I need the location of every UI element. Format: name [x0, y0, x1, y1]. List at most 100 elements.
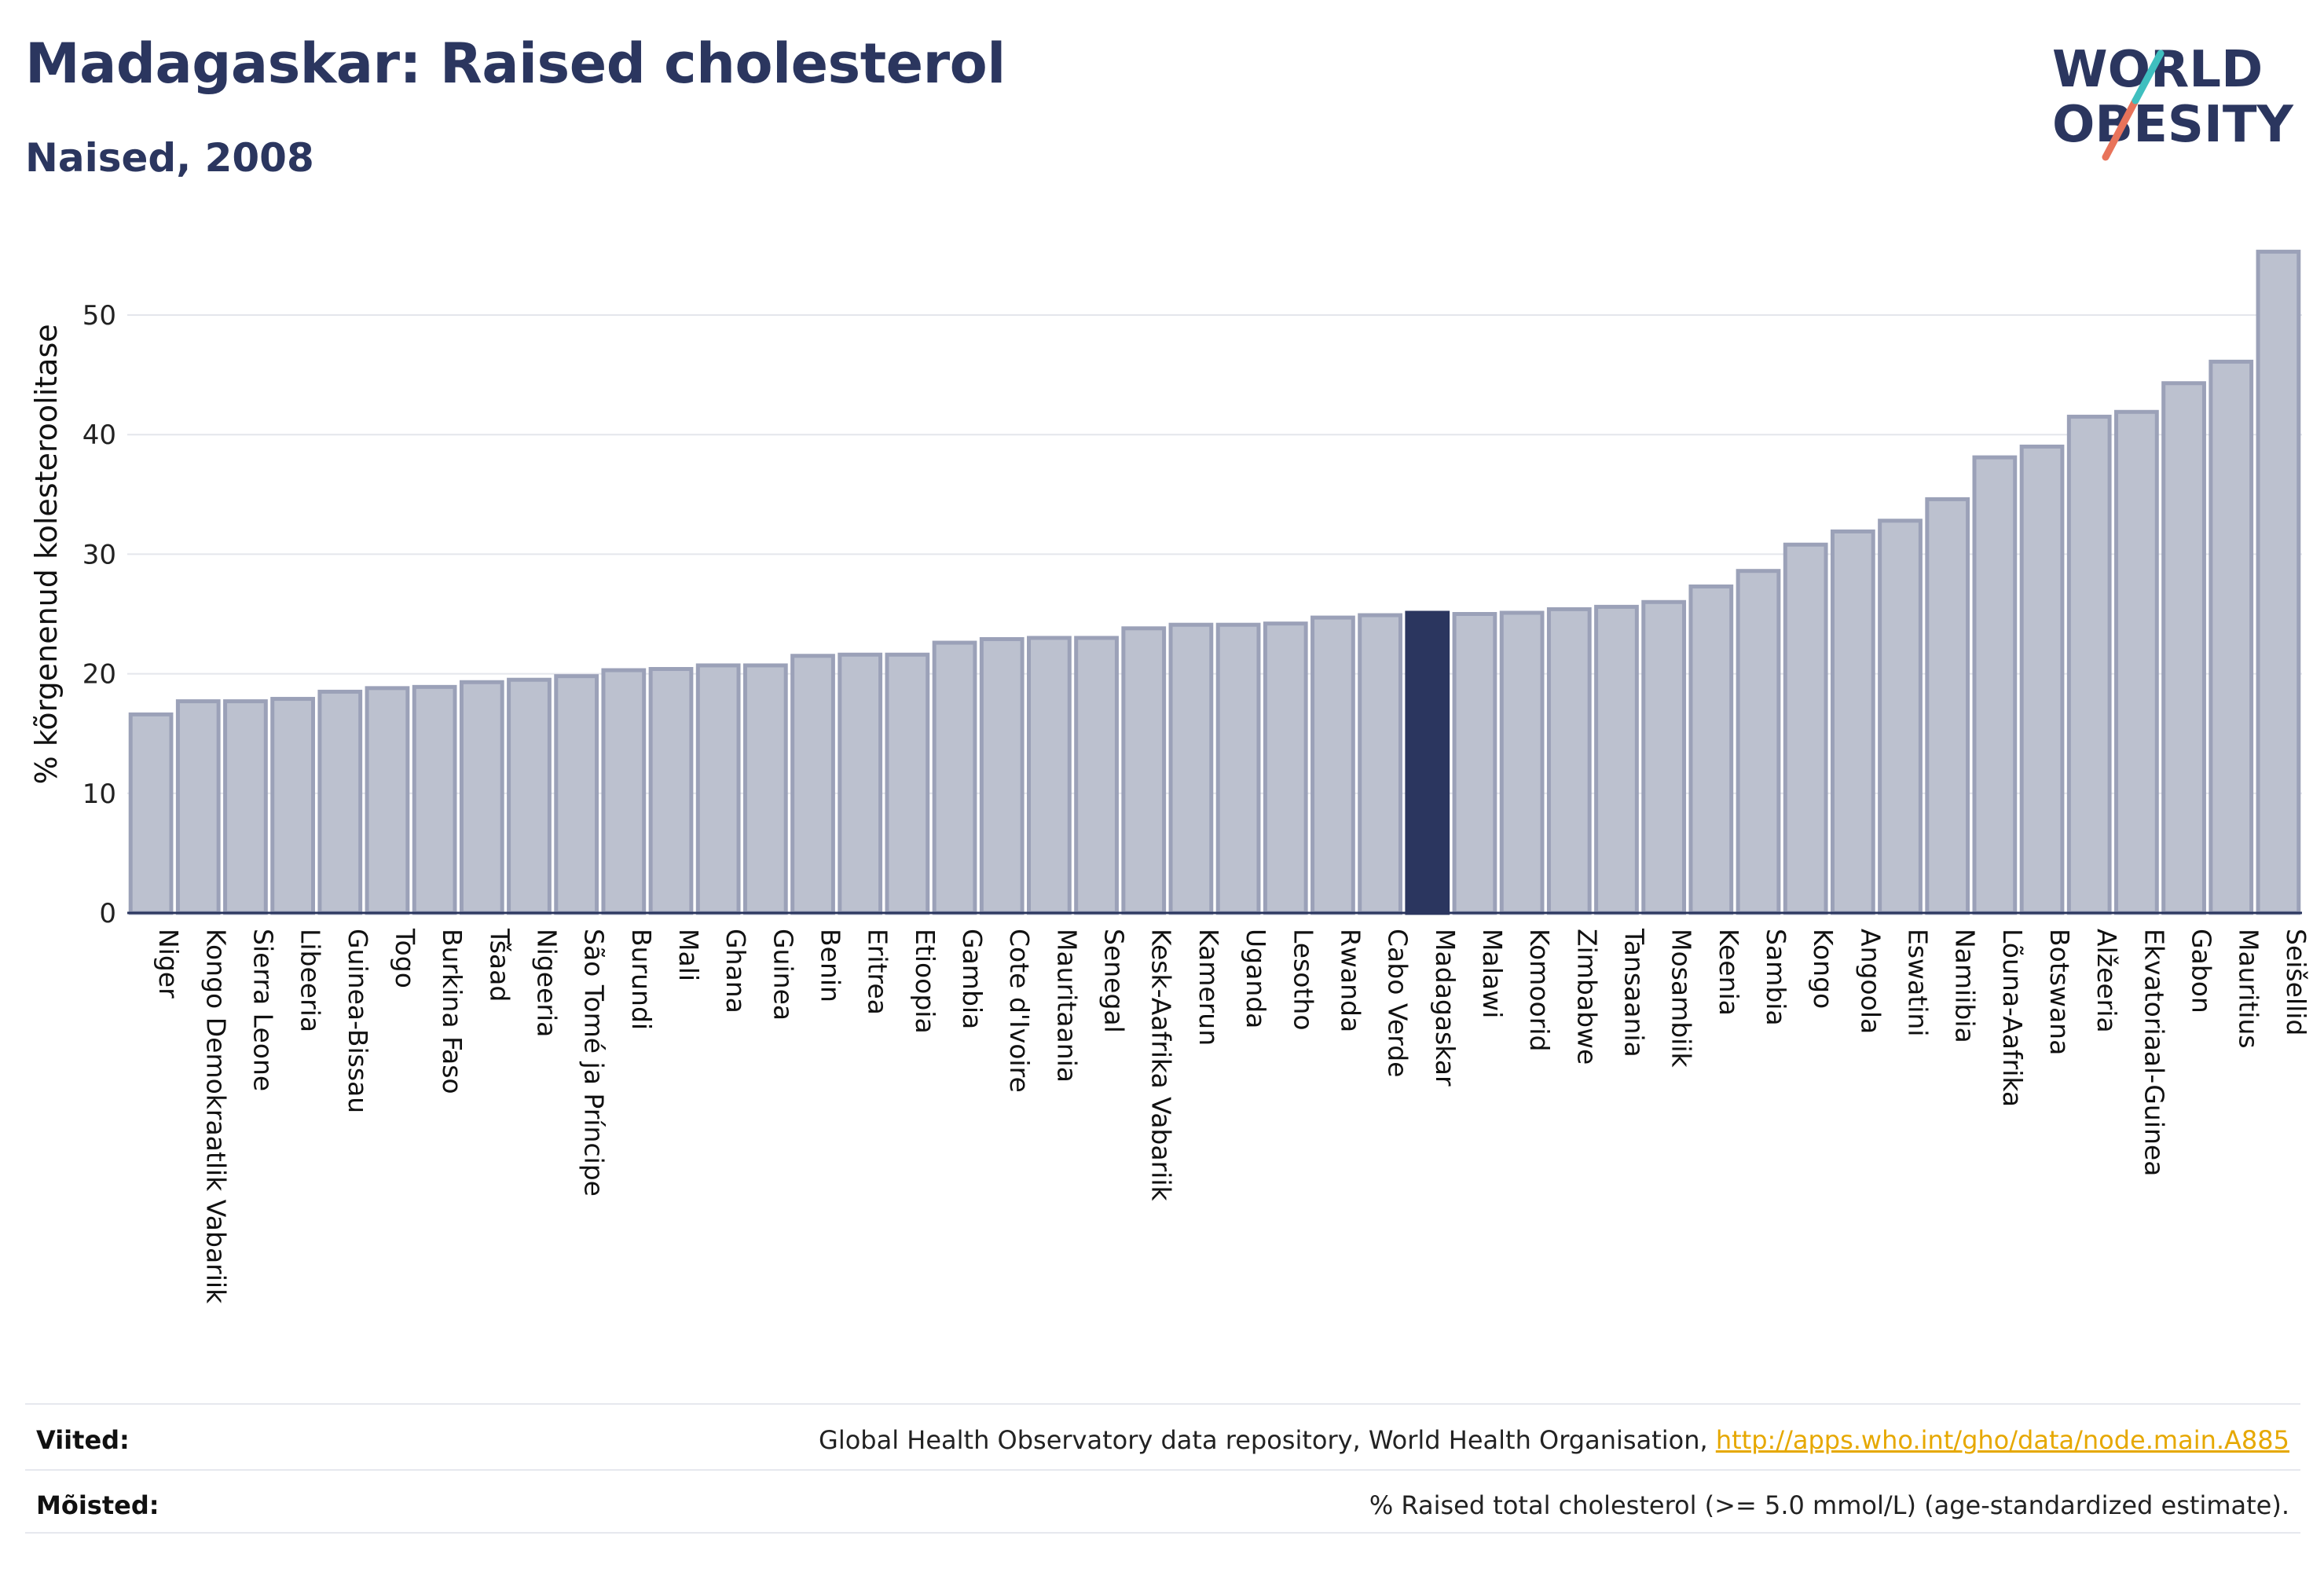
bar[interactable] [1972, 455, 2018, 915]
x-tick-labels: Niger Kongo Demokraatlik Vabariik Sierra L… [153, 928, 2311, 1304]
definitions-text: % Raised total cholesterol (>= 5.0 mmol/… [1369, 1490, 2289, 1520]
bar[interactable] [1878, 519, 1923, 915]
bar[interactable] [695, 663, 741, 915]
bar[interactable] [1358, 613, 1402, 915]
bar[interactable] [885, 652, 930, 915]
x-tick-label: Senegal [1099, 929, 1130, 1033]
x-tick-label: Mosambiik [1666, 929, 1697, 1068]
definitions-label: Mõisted: [36, 1490, 159, 1520]
bar[interactable] [1736, 569, 1781, 915]
bar[interactable] [412, 684, 457, 915]
bar[interactable] [128, 712, 174, 915]
bar[interactable] [1499, 610, 1545, 915]
bar[interactable] [507, 677, 552, 915]
x-tick-label: Madagaskar [1430, 929, 1461, 1087]
x-tick-label: Benin [816, 929, 846, 1002]
bar[interactable] [1405, 610, 1450, 915]
bar[interactable] [1310, 615, 1355, 915]
bars [128, 249, 2301, 915]
x-tick-label: Kongo Demokraatlik Vabariik [200, 929, 231, 1304]
footer-divider-bottom [25, 1532, 2300, 1534]
x-tick-label: Mauritius [2234, 929, 2264, 1049]
bar[interactable] [459, 680, 504, 915]
x-tick-label: São Tomé ja Príncipe [579, 929, 610, 1197]
bar[interactable] [2161, 381, 2206, 915]
bar[interactable] [2114, 409, 2159, 915]
bar[interactable] [838, 652, 883, 915]
x-tick-label: Nigeeria [531, 929, 562, 1037]
chart-title: Madagaskar: Raised cholesterol [25, 31, 1006, 96]
x-tick-label: Guinea [768, 929, 798, 1021]
x-tick-label: Botswana [2044, 929, 2075, 1055]
x-tick-label: Eritrea [863, 929, 893, 1015]
world-obesity-logo: WORLD OBESITY [2052, 41, 2293, 161]
bar[interactable] [1168, 622, 1214, 915]
x-tick-label: Komoorid [1524, 929, 1555, 1051]
bar[interactable] [175, 699, 221, 915]
bar[interactable] [2209, 359, 2254, 915]
bar[interactable] [1830, 529, 1875, 915]
logo-line2: OBESITY [2052, 96, 2293, 154]
y-tick-label: 30 [82, 539, 116, 570]
y-tick-label: 20 [82, 659, 116, 691]
bar[interactable] [223, 699, 268, 915]
x-tick-label: Burundi [626, 929, 657, 1030]
x-tick-label: Ghana [720, 929, 751, 1013]
bar[interactable] [1641, 599, 1687, 915]
x-tick-label: Kamerun [1193, 929, 1224, 1046]
x-tick-label: Malawi [1477, 929, 1508, 1018]
x-tick-label: Tšaad [484, 928, 515, 1002]
bar[interactable] [1688, 584, 1734, 915]
bar[interactable] [554, 674, 599, 915]
x-tick-label: Sambia [1761, 929, 1791, 1026]
x-tick-label: Eswatini [1903, 929, 1934, 1036]
bar[interactable] [1074, 636, 1119, 915]
x-tick-label: Keenia [1714, 929, 1744, 1016]
x-tick-label: Kongo [1808, 929, 1838, 1009]
bar[interactable] [1925, 497, 1970, 915]
bar[interactable] [979, 636, 1025, 915]
bar-chart: 0 10 20 30 40 50 Niger Kongo Demokraatlik Vaba… [29, 249, 2311, 1304]
sources-text: Global Health Observatory data repositor… [819, 1425, 2289, 1455]
x-tick-label: Zimbabwe [1571, 929, 1602, 1065]
x-tick-label: Lesotho [1288, 929, 1318, 1031]
x-tick-label: Rwanda [1335, 929, 1365, 1032]
x-tick-label: Libeeria [295, 929, 326, 1032]
x-tick-label: Cabo Verde [1383, 929, 1413, 1077]
x-tick-label: Gabon [2187, 929, 2217, 1013]
x-tick-label: Guinea-Bissau [343, 929, 373, 1113]
sources-link[interactable]: http://apps.who.int/gho/data/node.main.A… [1715, 1425, 2289, 1455]
bar[interactable] [1027, 636, 1072, 915]
x-tick-label: Gambia [957, 929, 988, 1029]
x-tick-label: Kesk-Aafrika Vabariik [1146, 929, 1177, 1201]
logo-slash-lower [2102, 97, 2139, 161]
x-tick-label: Niger [153, 929, 184, 999]
bar[interactable] [1263, 621, 1308, 915]
footer-divider-top [25, 1403, 2300, 1405]
bar[interactable] [742, 663, 788, 915]
bar[interactable] [1215, 622, 1261, 915]
bar[interactable] [1783, 542, 1828, 915]
x-tick-label: Alžeeria [2091, 929, 2122, 1033]
x-tick-label: Mali [673, 929, 704, 981]
bar[interactable] [2066, 414, 2112, 915]
bar[interactable] [365, 686, 410, 915]
bar[interactable] [601, 668, 647, 915]
bar[interactable] [317, 689, 363, 915]
bar[interactable] [648, 667, 694, 915]
bar[interactable] [2256, 249, 2301, 915]
y-tick-labels: 0 10 20 30 40 50 [82, 300, 116, 929]
x-tick-label: Ekvatoriaal-Guinea [2139, 929, 2169, 1176]
bar[interactable] [1121, 626, 1167, 915]
bar[interactable] [790, 654, 835, 915]
bar[interactable] [932, 640, 977, 915]
y-tick-label: 40 [82, 420, 116, 451]
bar[interactable] [1594, 604, 1639, 915]
bar[interactable] [2019, 444, 2065, 915]
x-tick-label: Mauritaania [1051, 929, 1082, 1083]
logo-line1: WORLD [2052, 41, 2263, 99]
bar[interactable] [1546, 607, 1592, 915]
footer-divider-middle [25, 1469, 2300, 1471]
bar[interactable] [1452, 612, 1497, 915]
bar[interactable] [270, 697, 315, 915]
